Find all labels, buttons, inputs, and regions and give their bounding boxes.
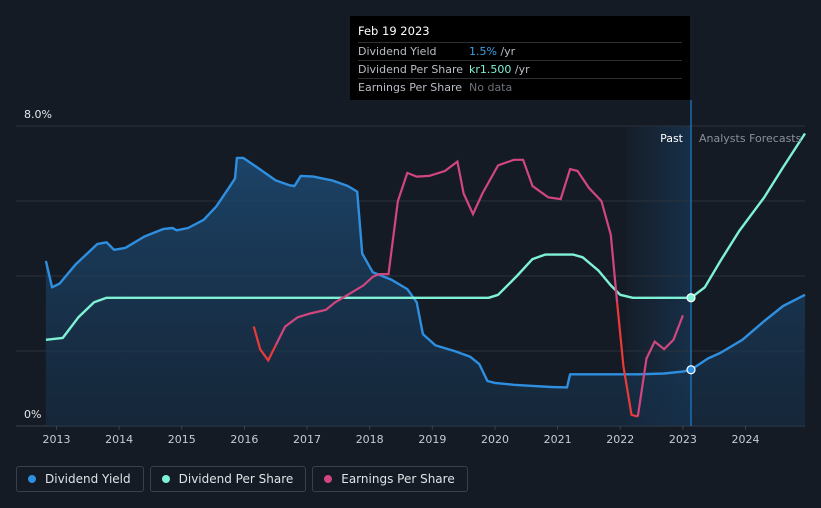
dividend-yield-area [45,157,805,426]
tooltip-row-earnings-per-share: Earnings Per Share No data [358,78,682,96]
x-tick-label: 2019 [418,433,446,446]
series-markers [686,293,696,375]
legend-item-dividend-per-share[interactable]: Dividend Per Share [149,466,307,492]
x-tick-label: 2017 [293,433,321,446]
x-tick-label: 2016 [230,433,258,446]
series-areas [45,157,805,426]
legend-dot-icon [324,475,333,483]
earnings-per-share-line [274,158,619,346]
tooltip-unit: /yr [511,63,530,76]
legend-dot-icon [161,475,170,483]
tooltip-value: 1.5% [469,45,497,58]
tooltip-row-dividend-yield: Dividend Yield 1.5% /yr [358,42,682,60]
series-lines [44,132,807,418]
tooltip-unit: /yr [496,45,516,58]
legend-label: Earnings Per Share [341,472,455,486]
dividend-yield-marker [686,365,696,375]
x-tick-label: 2013 [43,433,71,446]
tooltip-row-dividend-per-share: Dividend Per Share kr1.500 /yr [358,60,682,78]
x-tick-label: 2015 [168,433,196,446]
x-tick-label: 2024 [731,433,759,446]
x-axis-ticks: 2013 2014 2015 2016 2017 2018 2019 2020 2021 2022… [43,426,759,446]
forecast-label: Analysts Forecasts [699,132,802,145]
past-label: Past [660,132,684,145]
y-axis-top-label: 8.0% [24,108,52,121]
legend-item-earnings-per-share[interactable]: Earnings Per Share [312,466,468,492]
tooltip-label: Earnings Per Share [358,81,463,94]
earnings-per-share-line [636,315,684,417]
legend-label: Dividend Yield [45,472,131,486]
tooltip-date: Feb 19 2023 [358,24,430,38]
y-axis-bottom-label: 0% [24,408,41,421]
x-tick-label: 2021 [544,433,572,446]
tooltip-value: No data [469,81,513,94]
legend: Dividend Yield Dividend Per Share Earnin… [16,466,468,492]
hover-tooltip: Feb 19 2023 Dividend Yield 1.5% /yr Divi… [350,16,690,100]
x-tick-label: 2014 [105,433,133,446]
tooltip-value: kr1.500 [469,63,512,76]
tooltip-label: Dividend Yield [358,45,437,58]
dividend-yield-line [44,156,806,389]
dividend-per-share-marker [686,293,696,303]
x-tick-label: 2018 [356,433,384,446]
x-tick-label: 2022 [606,433,634,446]
x-tick-label: 2023 [669,433,697,446]
x-tick-label: 2020 [481,433,509,446]
earnings-per-share-line-negative [252,326,277,363]
tooltip-label: Dividend Per Share [358,63,464,76]
legend-item-dividend-yield[interactable]: Dividend Yield [16,466,144,492]
dividend-per-share-line [45,132,807,341]
legend-dot-icon [28,475,36,483]
legend-label: Dividend Per Share [178,472,294,486]
earnings-per-share-line-negative [616,302,639,418]
